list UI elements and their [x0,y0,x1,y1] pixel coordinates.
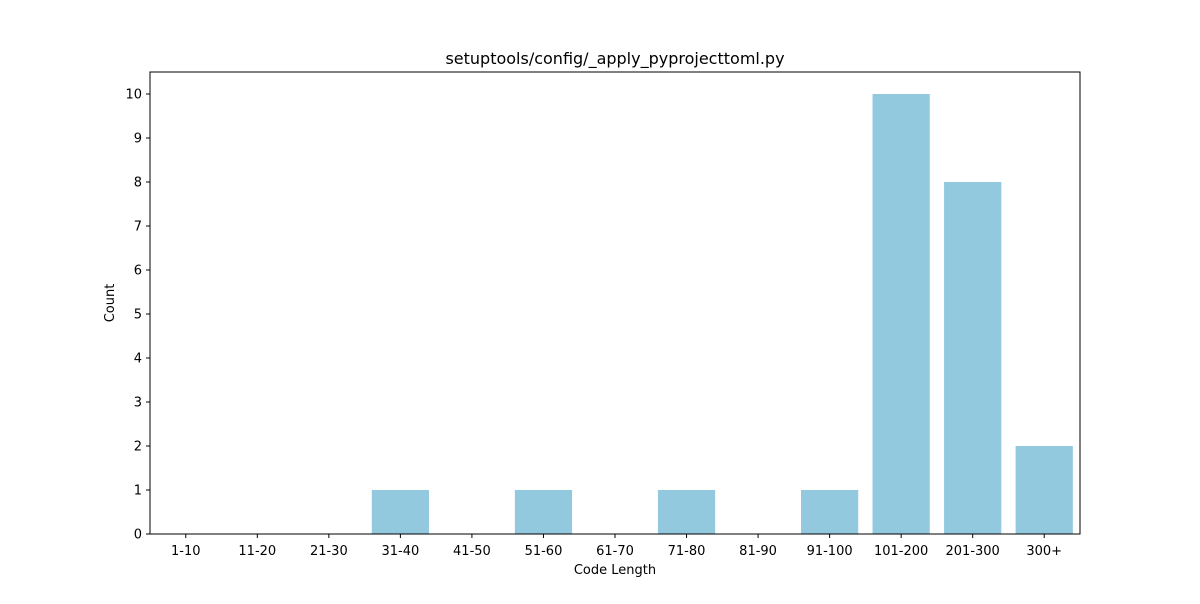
x-tick-label: 1-10 [171,544,201,559]
bar-51-60 [514,490,573,534]
x-tick-label: 51-60 [525,544,563,559]
y-tick-label: 8 [134,176,142,191]
y-tick-label: 9 [134,132,142,147]
y-tick-label: 7 [134,220,142,235]
x-tick-label: 81-90 [739,544,777,559]
x-tick-label: 61-70 [596,544,634,559]
y-tick-label: 3 [134,396,142,411]
y-tick-label: 1 [134,484,142,499]
y-tick-label: 10 [125,88,142,103]
x-tick-label: 300+ [1026,544,1062,559]
chart-title: setuptools/config/_apply_pyprojecttoml.p… [445,49,784,69]
y-axis-ticks: 0 1 2 3 4 5 6 7 8 9 10 [125,88,150,543]
plot-frame [149,71,1081,535]
x-tick-label: 71-80 [668,544,706,559]
x-tick-label: 101-200 [874,544,928,559]
bar-101-200 [872,94,930,534]
x-axis-ticks: 1-10 11-20 21-30 31-40 41-50 51-60 61-70 71-80 8… [171,534,1062,559]
y-axis-label: Count [103,284,118,323]
x-tick-label: 201-300 [946,544,1000,559]
bar-91-100 [801,490,859,534]
bars-layer [371,94,1073,534]
x-axis-label: Code Length [574,563,656,578]
x-tick-label: 31-40 [381,544,419,559]
x-tick-label: 11-20 [238,544,276,559]
x-tick-label: 91-100 [807,544,853,559]
x-tick-label: 21-30 [310,544,348,559]
bar-71-80 [657,490,716,534]
bar-31-40 [371,490,429,534]
bar-300+ [1015,446,1073,534]
x-tick-label: 41-50 [453,544,491,559]
bar-201-300 [944,182,1002,534]
y-tick-label: 4 [134,352,142,367]
y-tick-label: 5 [134,308,142,323]
y-tick-label: 0 [134,528,142,543]
y-tick-label: 2 [134,440,142,455]
y-tick-label: 6 [134,264,142,279]
